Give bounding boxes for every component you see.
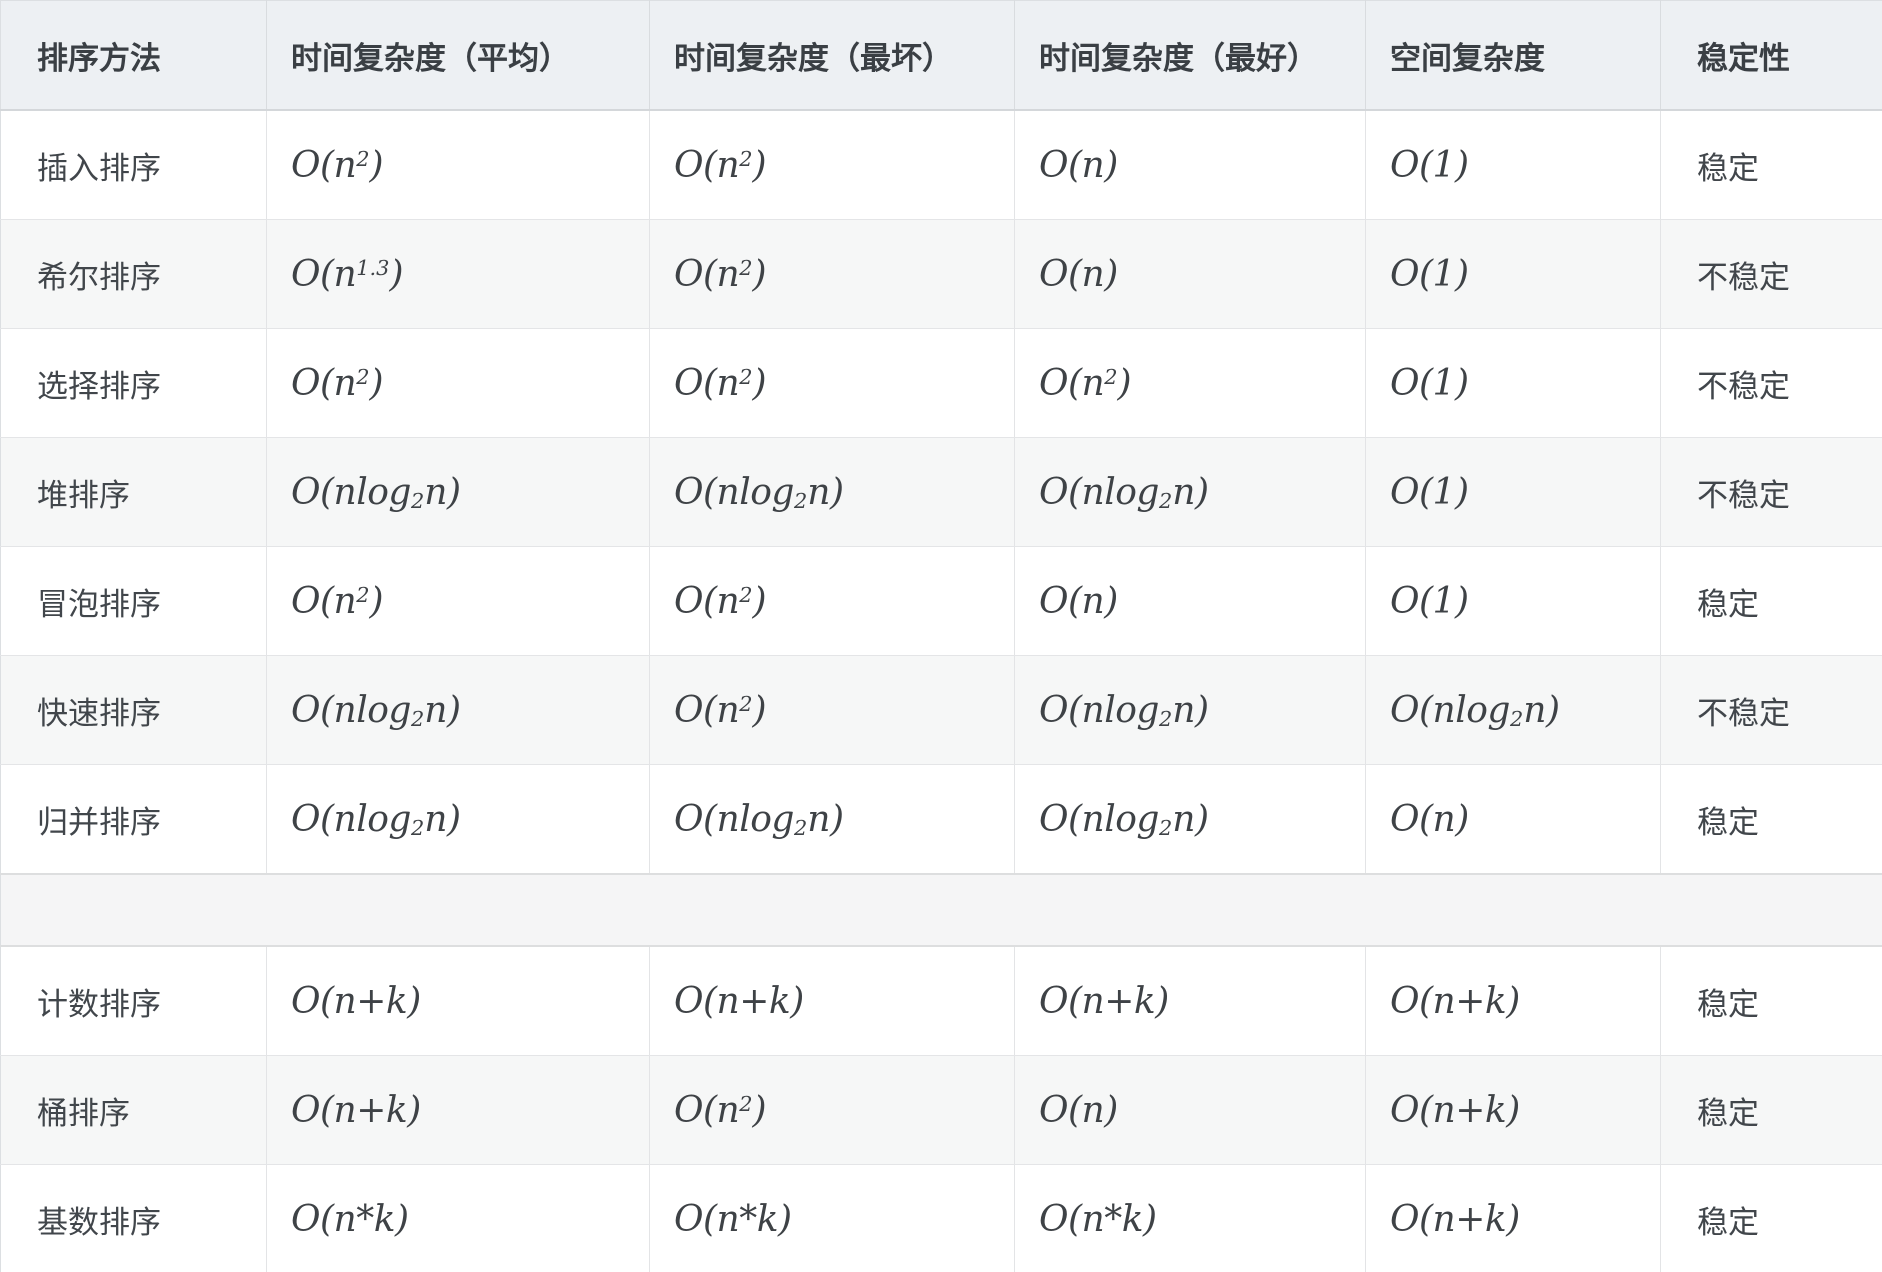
stability-cell: 不稳定 <box>1660 437 1882 547</box>
avg-complexity-cell: O(nlog2n) <box>266 764 650 875</box>
worst-complexity-cell: O(nlog2n) <box>649 764 1015 875</box>
row-label: 冒泡排序 <box>0 546 267 656</box>
best-complexity-cell: O(n) <box>1014 110 1366 220</box>
table-row-heap-sort: 堆排序 O(nlog2n) O(nlog2n) O(nlog2n) O(1) 不… <box>0 437 1882 547</box>
worst-complexity-cell: O(n2) <box>649 219 1015 329</box>
space-complexity-cell: O(1) <box>1365 219 1661 329</box>
table-row-counting-sort: 计数排序 O(n+k) O(n+k) O(n+k) O(n+k) 稳定 <box>0 946 1882 1056</box>
separator-row <box>0 873 1882 947</box>
table-row-radix-sort: 基数排序 O(n*k) O(n*k) O(n*k) O(n+k) 稳定 <box>0 1164 1882 1272</box>
row-label: 堆排序 <box>0 437 267 547</box>
avg-complexity-cell: O(n+k) <box>266 1055 650 1165</box>
worst-complexity-cell: O(n2) <box>649 1055 1015 1165</box>
space-complexity-cell: O(1) <box>1365 328 1661 438</box>
stability-cell: 稳定 <box>1660 546 1882 656</box>
best-complexity-cell: O(n) <box>1014 1055 1366 1165</box>
space-complexity-cell: O(1) <box>1365 437 1661 547</box>
space-complexity-cell: O(nlog2n) <box>1365 655 1661 765</box>
row-label: 插入排序 <box>0 110 267 220</box>
avg-complexity-cell: O(n*k) <box>266 1164 650 1272</box>
avg-complexity-cell: O(n2) <box>266 546 650 656</box>
row-label: 选择排序 <box>0 328 267 438</box>
header-row: 排序方法 时间复杂度（平均） 时间复杂度（最坏） 时间复杂度（最好） 空间复杂度… <box>0 0 1882 111</box>
table-row-bubble-sort: 冒泡排序 O(n2) O(n2) O(n) O(1) 稳定 <box>0 546 1882 656</box>
column-header-time-worst: 时间复杂度（最坏） <box>649 0 1015 111</box>
stability-cell: 不稳定 <box>1660 655 1882 765</box>
avg-complexity-cell: O(nlog2n) <box>266 655 650 765</box>
space-complexity-cell: O(1) <box>1365 546 1661 656</box>
stability-cell: 不稳定 <box>1660 328 1882 438</box>
table-row-merge-sort: 归并排序 O(nlog2n) O(nlog2n) O(nlog2n) O(n) … <box>0 764 1882 875</box>
table-row-selection-sort: 选择排序 O(n2) O(n2) O(n2) O(1) 不稳定 <box>0 328 1882 438</box>
best-complexity-cell: O(n+k) <box>1014 946 1366 1056</box>
stability-cell: 稳定 <box>1660 764 1882 875</box>
row-label: 基数排序 <box>0 1164 267 1272</box>
row-label: 桶排序 <box>0 1055 267 1165</box>
worst-complexity-cell: O(n2) <box>649 546 1015 656</box>
column-header-stability: 稳定性 <box>1660 0 1882 111</box>
table-row-bucket-sort: 桶排序 O(n+k) O(n2) O(n) O(n+k) 稳定 <box>0 1055 1882 1165</box>
separator-cell <box>0 873 1882 947</box>
avg-complexity-cell: O(nlog2n) <box>266 437 650 547</box>
column-header-time-best: 时间复杂度（最好） <box>1014 0 1366 111</box>
best-complexity-cell: O(n) <box>1014 546 1366 656</box>
best-complexity-cell: O(n) <box>1014 219 1366 329</box>
worst-complexity-cell: O(n2) <box>649 328 1015 438</box>
space-complexity-cell: O(n+k) <box>1365 946 1661 1056</box>
stability-cell: 稳定 <box>1660 1055 1882 1165</box>
space-complexity-cell: O(n+k) <box>1365 1055 1661 1165</box>
worst-complexity-cell: O(n2) <box>649 110 1015 220</box>
stability-cell: 不稳定 <box>1660 219 1882 329</box>
space-complexity-cell: O(n+k) <box>1365 1164 1661 1272</box>
row-label: 快速排序 <box>0 655 267 765</box>
table-row-insertion-sort: 插入排序 O(n2) O(n2) O(n) O(1) 稳定 <box>0 110 1882 220</box>
stability-cell: 稳定 <box>1660 1164 1882 1272</box>
best-complexity-cell: O(n*k) <box>1014 1164 1366 1272</box>
row-label: 归并排序 <box>0 764 267 875</box>
row-label: 希尔排序 <box>0 219 267 329</box>
row-label: 计数排序 <box>0 946 267 1056</box>
column-header-space: 空间复杂度 <box>1365 0 1661 111</box>
column-header-method: 排序方法 <box>0 0 267 111</box>
worst-complexity-cell: O(n*k) <box>649 1164 1015 1272</box>
best-complexity-cell: O(n2) <box>1014 328 1366 438</box>
stability-cell: 稳定 <box>1660 946 1882 1056</box>
worst-complexity-cell: O(nlog2n) <box>649 437 1015 547</box>
table-row-quick-sort: 快速排序 O(nlog2n) O(n2) O(nlog2n) O(nlog2n)… <box>0 655 1882 765</box>
stability-cell: 稳定 <box>1660 110 1882 220</box>
best-complexity-cell: O(nlog2n) <box>1014 764 1366 875</box>
avg-complexity-cell: O(n+k) <box>266 946 650 1056</box>
best-complexity-cell: O(nlog2n) <box>1014 437 1366 547</box>
table-row-shell-sort: 希尔排序 O(n1.3) O(n2) O(n) O(1) 不稳定 <box>0 219 1882 329</box>
column-header-time-average: 时间复杂度（平均） <box>266 0 650 111</box>
space-complexity-cell: O(1) <box>1365 110 1661 220</box>
worst-complexity-cell: O(n+k) <box>649 946 1015 1056</box>
avg-complexity-cell: O(n2) <box>266 110 650 220</box>
avg-complexity-cell: O(n2) <box>266 328 650 438</box>
best-complexity-cell: O(nlog2n) <box>1014 655 1366 765</box>
space-complexity-cell: O(n) <box>1365 764 1661 875</box>
worst-complexity-cell: O(n2) <box>649 655 1015 765</box>
avg-complexity-cell: O(n1.3) <box>266 219 650 329</box>
